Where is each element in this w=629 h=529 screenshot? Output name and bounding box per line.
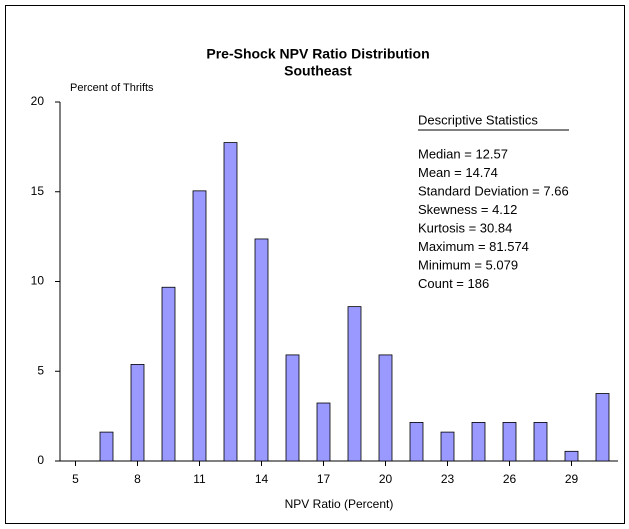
- bar: [130, 364, 145, 462]
- x-tick-label: 17: [317, 472, 331, 486]
- stat-line: Count = 186: [418, 276, 489, 291]
- x-tick-label: 26: [503, 472, 517, 486]
- x-tick-label: 5: [72, 472, 79, 486]
- y-tick-label: 10: [31, 274, 45, 288]
- x-tick-label: 14: [255, 472, 269, 486]
- x-tick-label: 23: [441, 472, 455, 486]
- y-tick-label: 20: [31, 94, 45, 108]
- x-tick-label: 29: [565, 472, 579, 486]
- y-tick-label: 15: [31, 184, 45, 198]
- x-tick-label: 8: [134, 472, 141, 486]
- bar: [285, 354, 300, 462]
- bar: [440, 431, 455, 462]
- stat-line: Minimum = 5.079: [418, 257, 518, 272]
- bar: [99, 431, 114, 462]
- bar: [502, 422, 517, 462]
- bar: [223, 142, 238, 462]
- x-axis-label: NPV Ratio (Percent): [285, 497, 394, 511]
- y-tick-label: 0: [37, 453, 44, 467]
- bar: [409, 422, 424, 462]
- stat-line: Median = 12.57: [418, 146, 508, 161]
- bar: [378, 354, 393, 462]
- x-tick-label: 20: [379, 472, 393, 486]
- bar: [316, 402, 331, 462]
- bar: [192, 190, 207, 462]
- bar: [347, 306, 362, 462]
- stat-line: Mean = 14.74: [418, 165, 498, 180]
- bar: [533, 422, 548, 462]
- y-tick-label: 5: [37, 363, 44, 377]
- stat-line: Kurtosis = 30.84: [418, 220, 512, 235]
- stat-line: Maximum = 81.574: [418, 239, 529, 254]
- x-tick-label: 11: [193, 472, 206, 486]
- bar: [254, 238, 269, 462]
- chart-title: Pre-Shock NPV Ratio Distribution: [206, 46, 429, 62]
- chart-subtitle: Southeast: [284, 63, 352, 79]
- stats-heading: Descriptive Statistics: [418, 112, 538, 127]
- bar: [471, 422, 486, 462]
- y-axis-label: Percent of Thrifts: [70, 82, 154, 94]
- bar: [161, 286, 176, 462]
- bar: [595, 393, 610, 462]
- stat-line: Skewness = 4.12: [418, 202, 517, 217]
- stat-line: Standard Deviation = 7.66: [418, 183, 569, 198]
- bar: [564, 450, 579, 462]
